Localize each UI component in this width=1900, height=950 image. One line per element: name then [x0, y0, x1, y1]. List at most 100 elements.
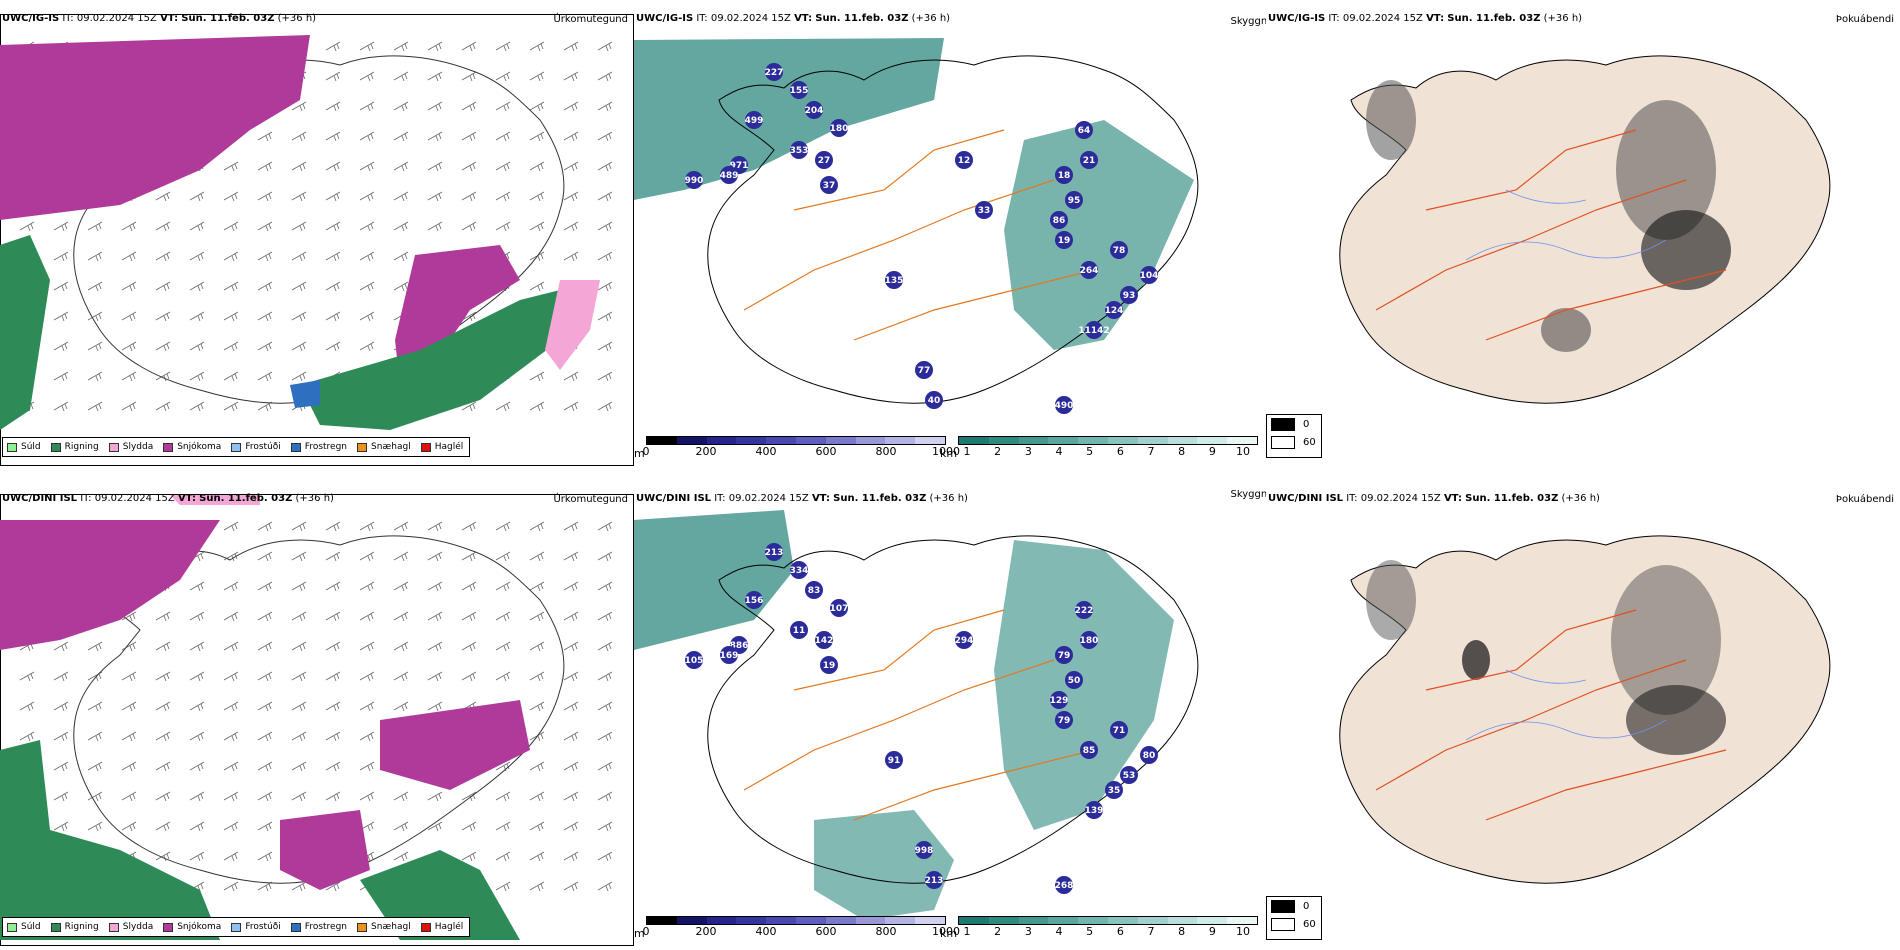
visibility-value-label: 180 [830, 124, 849, 134]
wind-barb [563, 821, 579, 832]
wind-barb [529, 161, 545, 172]
legend-item: Snæhagl [357, 922, 411, 932]
wind-barb [87, 221, 103, 232]
visibility-cell [1055, 711, 1073, 729]
legend-label: Slydda [122, 922, 154, 932]
visibility-value-label: 294 [955, 636, 974, 646]
wind-barb [597, 521, 613, 532]
legend-swatch [231, 442, 242, 452]
wind-barb [189, 191, 205, 202]
legend-item: Frostúði [231, 922, 281, 932]
visibility-cell [925, 391, 943, 409]
visibility-cell [1085, 321, 1103, 339]
wind-barb [19, 701, 35, 712]
visibility-value-label: 124 [1105, 306, 1124, 316]
wind-barb [87, 281, 103, 292]
wind-barb [257, 161, 273, 172]
wind-barb [563, 131, 579, 142]
wind-barb [495, 881, 511, 892]
colorbar-tick-label: 200 [695, 445, 717, 458]
visibility-value-label: 227 [765, 68, 784, 78]
wind-barb [461, 191, 477, 202]
wind-barb [291, 101, 307, 112]
wind-barb [291, 611, 307, 622]
wind-barb [53, 731, 69, 742]
wind-barb [427, 71, 443, 82]
wind-barb [155, 791, 171, 802]
legend-label: Frostúði [245, 922, 281, 932]
wind-barb [223, 581, 239, 592]
legend-item: Súld [7, 442, 41, 452]
colorbar-swatch [855, 437, 886, 444]
visibility-cell [790, 141, 808, 159]
wind-barb [495, 401, 511, 412]
visibility-value-label: 21 [1083, 156, 1096, 166]
panel-title: Þokuábendi [1835, 494, 1894, 505]
wind-barb [223, 671, 239, 682]
visibility-value-label: 85 [1083, 746, 1096, 756]
wind-barb [427, 671, 443, 682]
wind-barb [597, 671, 613, 682]
visibility-cell [1085, 801, 1103, 819]
legend-label: Snæhagl [371, 922, 411, 932]
wind-barb [291, 641, 307, 652]
wind-barb [563, 611, 579, 622]
visibility-cell [1055, 876, 1073, 894]
wind-barb [325, 131, 341, 142]
visibility-value-label: 12 [958, 156, 971, 166]
colorbar-tick-label: 9 [1208, 445, 1216, 458]
colorbar-swatch [1197, 437, 1228, 444]
wind-barb [121, 671, 137, 682]
colorbar-swatch [1227, 437, 1257, 444]
visibility-area-south [814, 810, 954, 920]
wind-barb [325, 551, 341, 562]
wind-barb [189, 251, 205, 262]
wind-barb [325, 731, 341, 742]
wind-barb [325, 71, 341, 82]
wind-barb [359, 551, 375, 562]
wind-barb [155, 761, 171, 772]
visibility-value-label: 129 [1050, 696, 1069, 706]
wind-barb [257, 551, 273, 562]
wind-barb [495, 161, 511, 172]
precip-type-panel-row2: UWC/DINI ISL IT: 09.02.2024 15Z VT: Sun.… [0, 490, 634, 950]
visibility-cell [1110, 721, 1128, 739]
wind-barb [121, 341, 137, 352]
colorbar-swatch [1078, 437, 1108, 444]
wind-barb [529, 761, 545, 772]
wind-barb [427, 41, 443, 52]
wind-barb [291, 311, 307, 322]
wind-barb [87, 671, 103, 682]
colorbar-swatch [825, 437, 856, 444]
legend-label: Haglél [434, 922, 464, 932]
wind-barb [529, 851, 545, 862]
legend-swatch [108, 922, 119, 932]
wind-barb [597, 581, 613, 592]
wind-barb [223, 701, 239, 712]
colorbar-tick-label: 1 [963, 445, 971, 458]
wind-barb [223, 881, 239, 892]
fog-area [1541, 308, 1591, 352]
rain-area-sw [0, 740, 220, 940]
wind-barb [291, 761, 307, 772]
wind-barb [155, 821, 171, 832]
fog-legend-swatch [1271, 435, 1295, 449]
wind-barb [87, 641, 103, 652]
precip-map [0, 35, 613, 430]
visibility-cell [685, 171, 703, 189]
colorbar-tick-label: 800 [875, 925, 897, 938]
colorbar-tick-label: 0 [642, 445, 650, 458]
fog-legend-label: 0 [1303, 900, 1310, 912]
wind-barb [325, 521, 341, 532]
wind-barb [189, 581, 205, 592]
legend-item: Frostúði [231, 442, 281, 452]
colorbar-swatch [1137, 437, 1168, 444]
wind-barb [359, 191, 375, 202]
fog-legend-label: 60 [1303, 436, 1316, 448]
wind-barb [87, 341, 103, 352]
visibility-cell [815, 151, 833, 169]
colorbar-tick-label: 1 [963, 925, 971, 938]
wind-barb [529, 371, 545, 382]
wind-barb [563, 671, 579, 682]
fog-legend-label: 60 [1303, 918, 1316, 930]
